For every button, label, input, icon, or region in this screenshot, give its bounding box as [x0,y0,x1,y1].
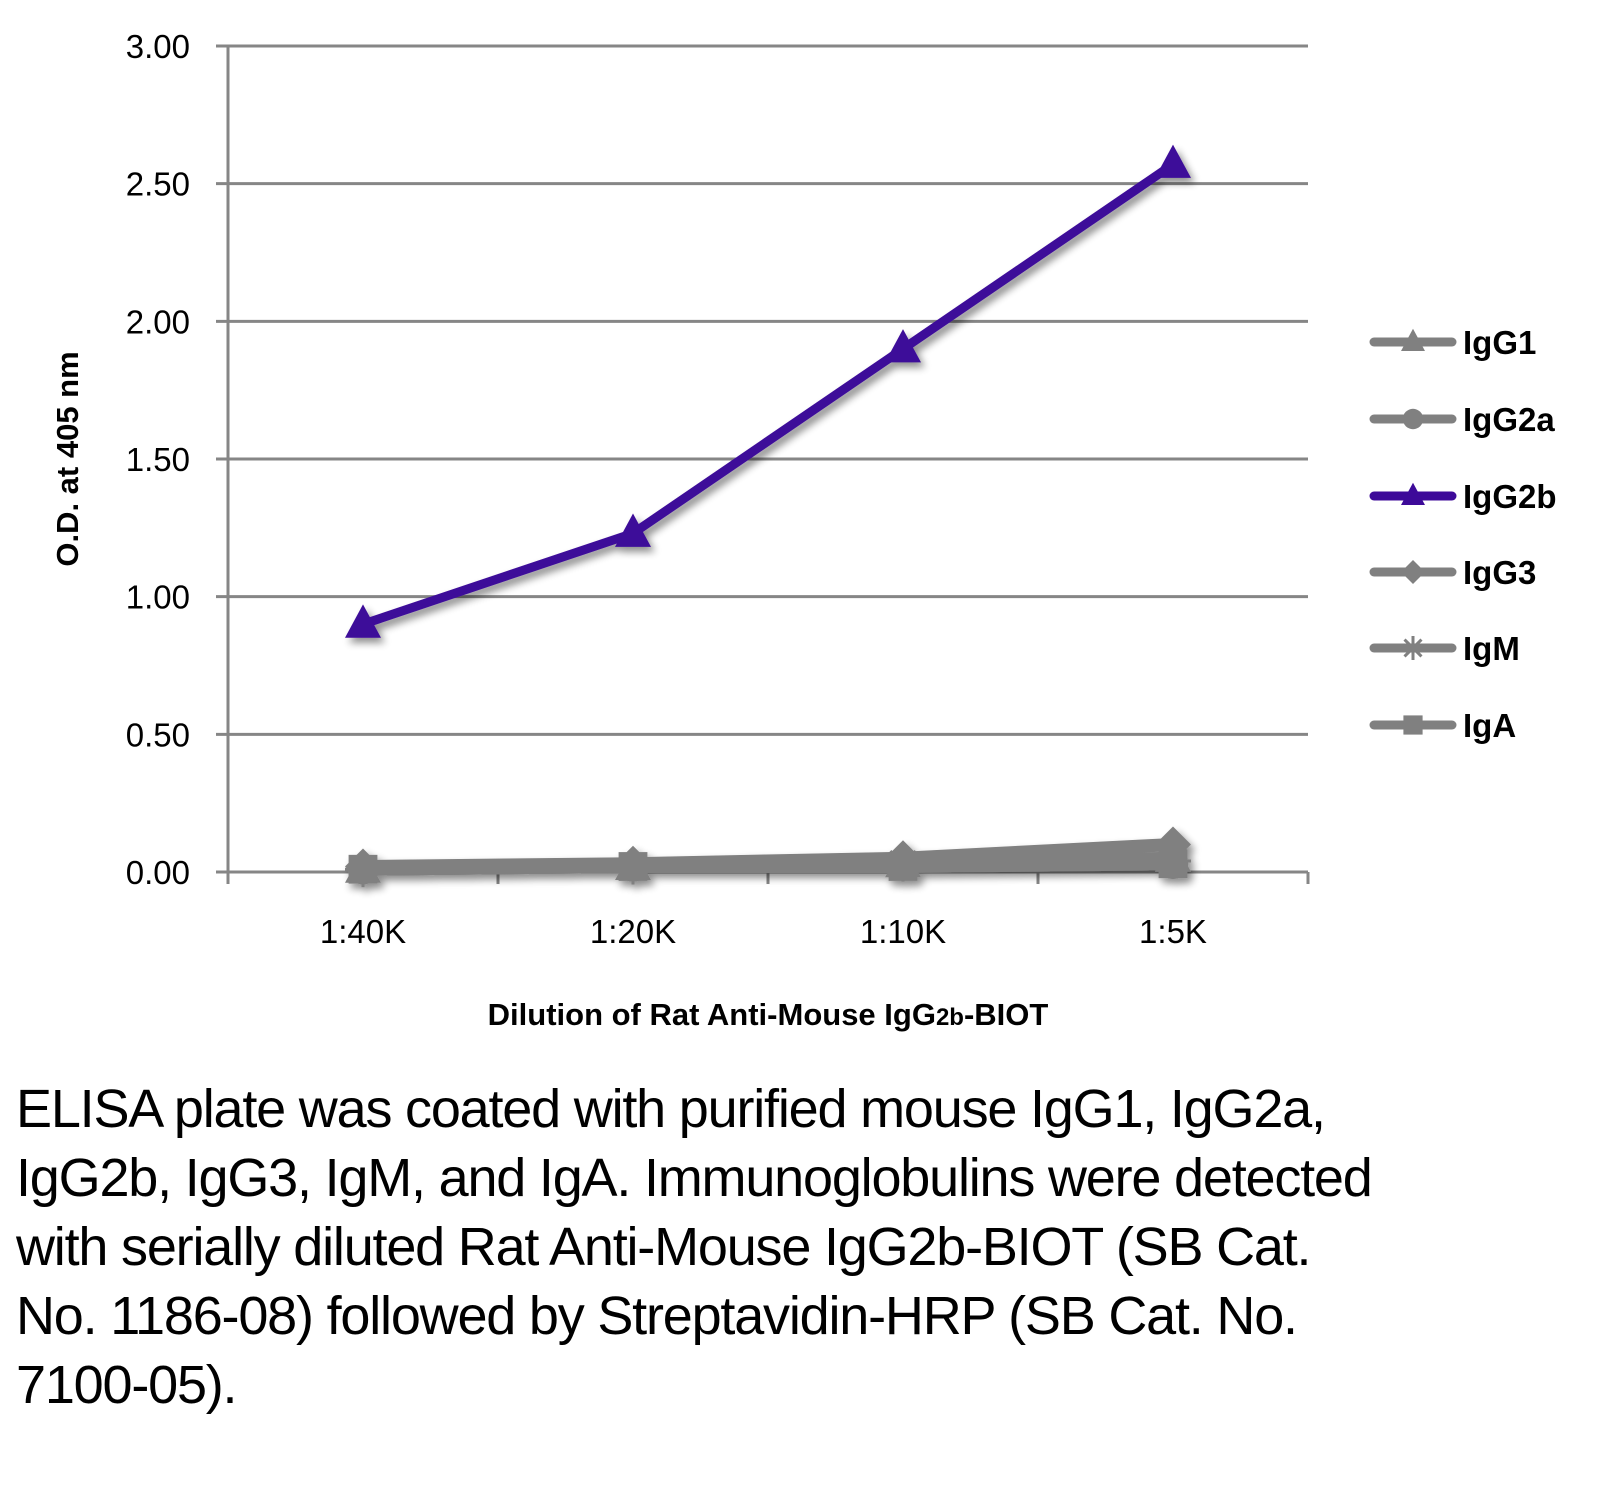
x-tick-label: 1:10K [860,913,946,950]
legend-label: IgA [1463,707,1516,744]
legend-marker-icon [1401,560,1425,584]
y-tick-label: 0.00 [126,854,190,891]
data-point [1155,144,1191,178]
data-point [888,852,918,881]
x-axis-title-suffix: -BIOT [964,997,1048,1032]
legend-item-IgA: IgA [1369,707,1516,744]
x-axis-title-prefix: Dilution of Rat Anti-Mouse IgG [488,997,936,1032]
data-point [1158,849,1188,879]
legend-marker-icon [1401,482,1425,505]
x-axis-title-sub: 2b [936,1004,964,1031]
legend-label: IgG3 [1463,554,1536,591]
series-line [358,159,1178,629]
x-axis-ticks: 1:40K 1:20K 1:10K 1:5K [320,913,1207,950]
data-point [348,854,378,884]
data-point [618,852,648,881]
x-axis-title: Dilution of Rat Anti-Mouse IgG2b-BIOT [488,997,1049,1032]
legend-label: IgG1 [1463,324,1536,361]
legend-label: IgG2b [1463,478,1557,515]
series-IgG2b [345,144,1191,638]
y-tick-label: 0.50 [126,716,190,753]
data-point [615,513,651,547]
legend-item-IgG1: IgG1 [1369,324,1536,361]
y-tick-label: 1.50 [126,441,190,478]
legend-item-IgG3: IgG3 [1369,554,1536,591]
y-tick-label: 2.50 [126,166,190,203]
legend-marker-icon [1403,715,1423,735]
y-axis-title: O.D. at 405 nm [50,351,85,566]
legend-marker-icon [1402,408,1424,430]
series-line [356,857,1180,876]
legend-item-IgM: IgM [1369,630,1520,667]
y-tick-label: 2.00 [126,303,190,340]
legend-marker-icon [1401,636,1425,660]
legend-item-IgG2a: IgG2a [1369,401,1555,438]
series-IgA [348,849,1188,884]
data-point [885,329,921,363]
legend-label: IgG2a [1463,401,1555,438]
data-point [345,604,381,638]
figure-caption: ELISA plate was coated with purified mou… [16,1079,1373,1415]
legend-label: IgM [1463,630,1520,667]
gridlines [216,44,1308,874]
axes [226,46,1310,884]
legend-item-IgG2b: IgG2b [1369,478,1557,515]
y-tick-label: 3.00 [126,28,190,65]
y-tick-label: 1.00 [126,579,190,616]
x-tick-label: 1:40K [320,913,406,950]
y-axis-ticks: 0.00 0.50 1.00 1.50 2.00 2.50 3.00 [126,28,190,891]
series-group [345,144,1191,888]
legend: IgG1 IgG2a IgG2b IgG3 IgM IgA [1369,324,1557,744]
legend-marker-icon [1401,328,1425,351]
chart: 0.000.501.001.502.002.503.00 1:40K 1:20K 1… [50,28,1557,1032]
x-tick-label: 1:20K [590,913,676,950]
x-tick-label: 1:5K [1139,913,1207,950]
